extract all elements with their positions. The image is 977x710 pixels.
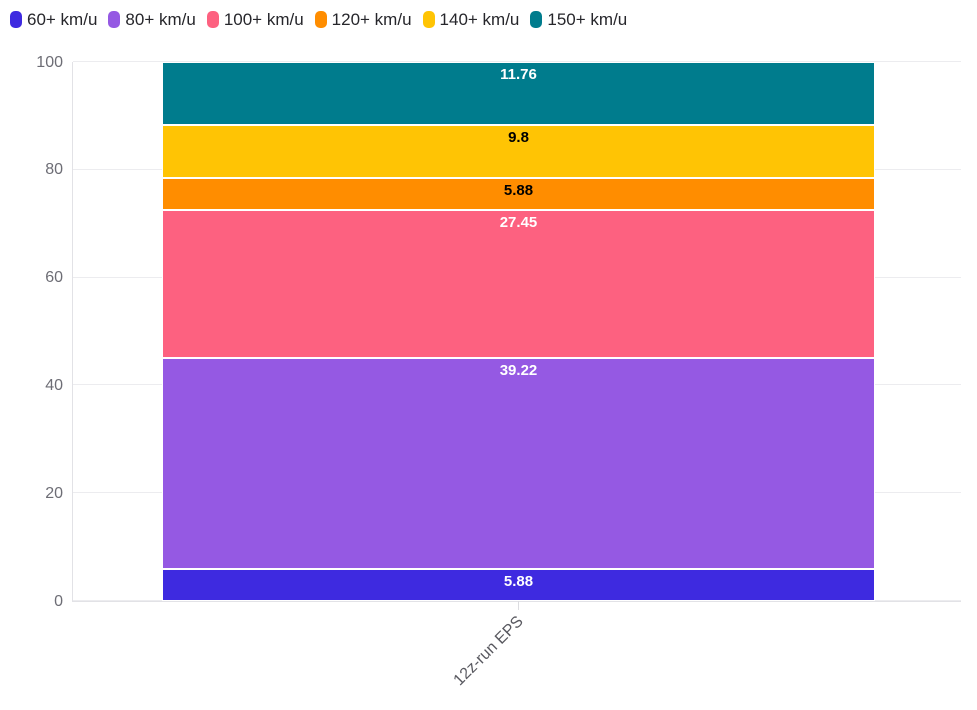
legend-item-60-km-u[interactable]: 60+ km/u (10, 11, 97, 28)
x-axis-category-label: 12z-run EPS (450, 613, 528, 690)
bar-segment-value-label: 5.88 (503, 182, 534, 200)
y-axis-tick-label-0: 0 (54, 592, 63, 610)
bar-segment-150-km-u[interactable]: 11.76 (162, 62, 875, 126)
legend-item-label: 80+ km/u (125, 10, 196, 29)
y-axis-tick-label-100: 100 (36, 53, 63, 71)
legend-item-100-km-u[interactable]: 100+ km/u (206, 10, 304, 29)
legend-marker-icon (206, 11, 219, 28)
bar-segment-100-km-u[interactable]: 27.45 (162, 209, 875, 358)
legend-item-80-km-u[interactable]: 80+ km/u (108, 10, 196, 29)
bar-segment-60-km-u[interactable]: 5.88 (162, 569, 875, 601)
bar-segment-80-km-u[interactable]: 39.22 (162, 357, 875, 570)
stacked-bar: 5.88 39.22 27.45 5.88 9.8 11.76 (162, 62, 875, 601)
chart-legend: 60+ km/u 80+ km/u 100+ km/u 120+ km/u 140+ k… (10, 11, 627, 28)
legend-item-label: 120+ km/u (331, 10, 412, 29)
bar-segment-value-label: 9.8 (508, 129, 529, 147)
legend-marker-icon (314, 11, 327, 28)
bar-segment-140-km-u[interactable]: 9.8 (162, 125, 875, 179)
legend-item-140-km-u[interactable]: 140+ km/u (422, 10, 520, 29)
legend-item-label: 100+ km/u (223, 10, 304, 29)
y-axis-tick-label-80: 80 (45, 161, 63, 179)
bar-segment-value-label: 39.22 (499, 361, 538, 379)
x-axis-tick (518, 601, 519, 610)
legend-item-label: 60+ km/u (27, 10, 98, 29)
legend-marker-icon (422, 11, 435, 28)
bar-segment-value-label: 27.45 (499, 213, 538, 231)
legend-marker-icon (10, 11, 22, 28)
y-axis-tick-label-20: 20 (45, 484, 63, 502)
legend-item-150-km-u[interactable]: 150+ km/u (530, 11, 627, 28)
bar-segment-value-label: 5.88 (503, 573, 534, 591)
legend-marker-icon (108, 11, 121, 28)
legend-item-120-km-u[interactable]: 120+ km/u (314, 10, 412, 29)
bar-segment-120-km-u[interactable]: 5.88 (162, 178, 875, 210)
gridline-y-100 (73, 61, 961, 62)
legend-item-label: 150+ km/u (547, 10, 628, 29)
bar-segment-value-label: 11.76 (500, 66, 537, 84)
legend-marker-icon (530, 11, 543, 28)
y-axis-tick-label-40: 40 (45, 376, 63, 394)
plot-area: 0 20 40 60 80 100 5.88 39.22 27.45 5.88 9.8 11.76 … (36, 54, 961, 689)
legend-item-label: 140+ km/u (439, 10, 520, 29)
y-axis-tick-label-60: 60 (45, 269, 63, 287)
